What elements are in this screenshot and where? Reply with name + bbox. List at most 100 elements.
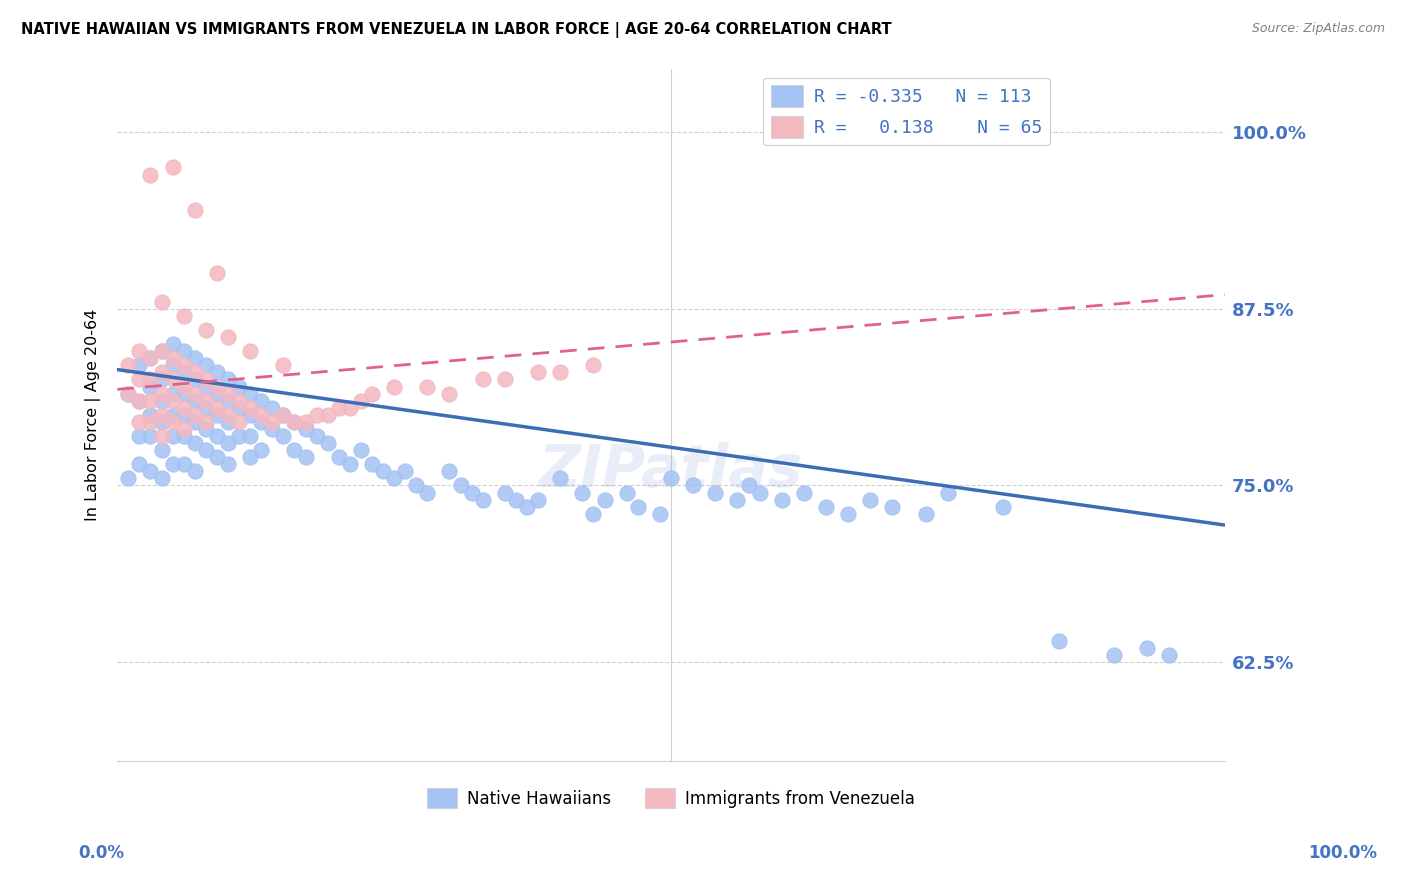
Point — [228, 379, 250, 393]
Point — [173, 344, 195, 359]
Point — [859, 492, 882, 507]
Point — [283, 443, 305, 458]
Point — [150, 386, 173, 401]
Point — [128, 393, 150, 408]
Point — [450, 478, 472, 492]
Point — [350, 443, 373, 458]
Point — [128, 344, 150, 359]
Point — [205, 365, 228, 379]
Point — [682, 478, 704, 492]
Point — [194, 443, 217, 458]
Point — [139, 393, 162, 408]
Point — [173, 408, 195, 422]
Point — [139, 351, 162, 366]
Point — [194, 415, 217, 429]
Point — [139, 464, 162, 478]
Point — [162, 415, 184, 429]
Point — [471, 492, 494, 507]
Point — [184, 393, 207, 408]
Point — [150, 294, 173, 309]
Point — [205, 429, 228, 443]
Point — [527, 492, 550, 507]
Point — [194, 401, 217, 415]
Point — [250, 415, 273, 429]
Point — [205, 408, 228, 422]
Point — [162, 386, 184, 401]
Point — [659, 471, 682, 485]
Point — [128, 372, 150, 386]
Point — [217, 457, 239, 471]
Point — [173, 359, 195, 373]
Point — [239, 386, 262, 401]
Point — [262, 422, 284, 436]
Point — [582, 359, 605, 373]
Point — [217, 408, 239, 422]
Point — [328, 401, 350, 415]
Point — [117, 359, 139, 373]
Point — [837, 507, 859, 521]
Point — [283, 415, 305, 429]
Point — [117, 471, 139, 485]
Point — [184, 386, 207, 401]
Point — [173, 365, 195, 379]
Point — [162, 457, 184, 471]
Point — [184, 351, 207, 366]
Point — [704, 485, 727, 500]
Point — [117, 386, 139, 401]
Point — [128, 429, 150, 443]
Point — [128, 415, 150, 429]
Point — [382, 379, 405, 393]
Point — [139, 351, 162, 366]
Point — [173, 401, 195, 415]
Point — [173, 422, 195, 436]
Point — [882, 500, 904, 514]
Point — [239, 344, 262, 359]
Point — [173, 309, 195, 323]
Point — [1159, 648, 1181, 662]
Point — [748, 485, 770, 500]
Point — [162, 408, 184, 422]
Point — [128, 457, 150, 471]
Point — [139, 372, 162, 386]
Point — [117, 386, 139, 401]
Point — [294, 422, 316, 436]
Point — [305, 429, 328, 443]
Point — [273, 359, 295, 373]
Point — [361, 386, 384, 401]
Point — [239, 408, 262, 422]
Point — [505, 492, 527, 507]
Point — [548, 365, 571, 379]
Point — [814, 500, 837, 514]
Point — [239, 450, 262, 465]
Point — [1102, 648, 1125, 662]
Point — [416, 485, 439, 500]
Point — [228, 415, 250, 429]
Point — [217, 330, 239, 344]
Point — [616, 485, 638, 500]
Point — [162, 359, 184, 373]
Point — [150, 365, 173, 379]
Point — [793, 485, 815, 500]
Point — [184, 408, 207, 422]
Point — [239, 401, 262, 415]
Point — [305, 408, 328, 422]
Point — [273, 408, 295, 422]
Point — [217, 372, 239, 386]
Point — [228, 429, 250, 443]
Point — [250, 408, 273, 422]
Point — [593, 492, 616, 507]
Point — [228, 401, 250, 415]
Point — [725, 492, 748, 507]
Point — [416, 379, 439, 393]
Text: Source: ZipAtlas.com: Source: ZipAtlas.com — [1251, 22, 1385, 36]
Point — [184, 415, 207, 429]
Point — [194, 393, 217, 408]
Point — [217, 386, 239, 401]
Point — [770, 492, 793, 507]
Point — [139, 415, 162, 429]
Point — [162, 393, 184, 408]
Point — [294, 450, 316, 465]
Point — [273, 429, 295, 443]
Point — [494, 372, 516, 386]
Point — [162, 372, 184, 386]
